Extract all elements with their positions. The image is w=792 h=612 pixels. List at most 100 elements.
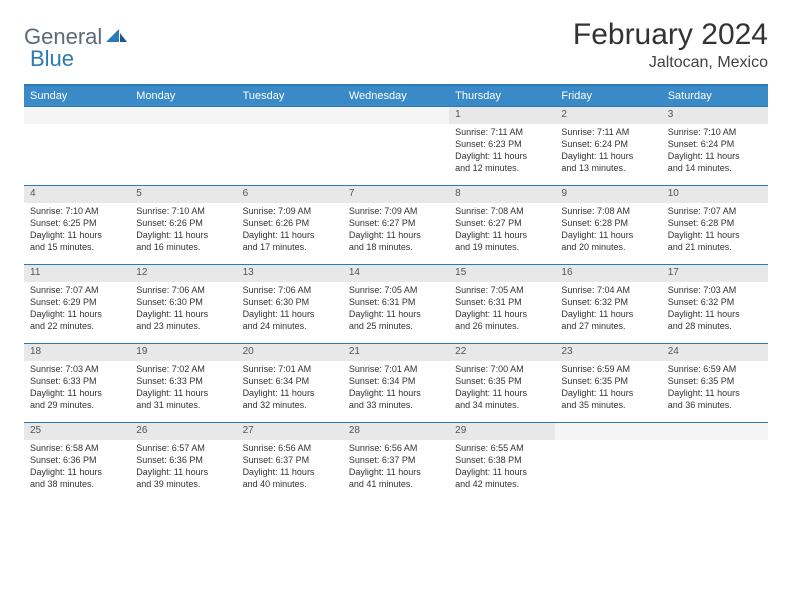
day-body: Sunrise: 7:10 AMSunset: 6:25 PMDaylight:… <box>24 203 130 261</box>
day-day2: and 19 minutes. <box>455 242 549 253</box>
day-sunset: Sunset: 6:29 PM <box>30 297 124 308</box>
day-sunrise: Sunrise: 7:07 AM <box>668 206 762 217</box>
day-body: Sunrise: 6:59 AMSunset: 6:35 PMDaylight:… <box>662 361 768 419</box>
day-day2: and 36 minutes. <box>668 400 762 411</box>
day-day2: and 41 minutes. <box>349 479 443 490</box>
day-sunset: Sunset: 6:34 PM <box>243 376 337 387</box>
day-number: 4 <box>24 186 130 203</box>
day-day1: Daylight: 11 hours <box>349 309 443 320</box>
day-body: Sunrise: 6:58 AMSunset: 6:36 PMDaylight:… <box>24 440 130 498</box>
day-number <box>343 107 449 124</box>
dow-cell: Monday <box>130 86 236 106</box>
day-body: Sunrise: 7:09 AMSunset: 6:27 PMDaylight:… <box>343 203 449 261</box>
day-number: 27 <box>237 423 343 440</box>
day-sunrise: Sunrise: 7:00 AM <box>455 364 549 375</box>
day-sunrise: Sunrise: 7:10 AM <box>668 127 762 138</box>
day-sunset: Sunset: 6:28 PM <box>668 218 762 229</box>
day-day1: Daylight: 11 hours <box>668 230 762 241</box>
day-cell: 14Sunrise: 7:05 AMSunset: 6:31 PMDayligh… <box>343 265 449 343</box>
day-body: Sunrise: 7:07 AMSunset: 6:28 PMDaylight:… <box>662 203 768 261</box>
day-body: Sunrise: 7:07 AMSunset: 6:29 PMDaylight:… <box>24 282 130 340</box>
day-body: Sunrise: 7:01 AMSunset: 6:34 PMDaylight:… <box>343 361 449 419</box>
day-day2: and 35 minutes. <box>561 400 655 411</box>
day-number: 6 <box>237 186 343 203</box>
day-body: Sunrise: 7:03 AMSunset: 6:32 PMDaylight:… <box>662 282 768 340</box>
day-number: 22 <box>449 344 555 361</box>
day-cell: 28Sunrise: 6:56 AMSunset: 6:37 PMDayligh… <box>343 423 449 501</box>
day-sunrise: Sunrise: 7:03 AM <box>668 285 762 296</box>
day-number: 2 <box>555 107 661 124</box>
day-number: 28 <box>343 423 449 440</box>
day-cell: 11Sunrise: 7:07 AMSunset: 6:29 PMDayligh… <box>24 265 130 343</box>
day-cell: 10Sunrise: 7:07 AMSunset: 6:28 PMDayligh… <box>662 186 768 264</box>
day-day2: and 21 minutes. <box>668 242 762 253</box>
weeks-container: 1Sunrise: 7:11 AMSunset: 6:23 PMDaylight… <box>24 106 768 501</box>
day-sunset: Sunset: 6:31 PM <box>349 297 443 308</box>
day-cell: 12Sunrise: 7:06 AMSunset: 6:30 PMDayligh… <box>130 265 236 343</box>
day-day2: and 33 minutes. <box>349 400 443 411</box>
day-body: Sunrise: 7:06 AMSunset: 6:30 PMDaylight:… <box>237 282 343 340</box>
day-sunset: Sunset: 6:30 PM <box>136 297 230 308</box>
logo-subtext: Blue <box>30 46 74 72</box>
day-body: Sunrise: 7:02 AMSunset: 6:33 PMDaylight:… <box>130 361 236 419</box>
day-cell: 6Sunrise: 7:09 AMSunset: 6:26 PMDaylight… <box>237 186 343 264</box>
day-number: 8 <box>449 186 555 203</box>
day-sunrise: Sunrise: 7:08 AM <box>455 206 549 217</box>
day-day1: Daylight: 11 hours <box>455 467 549 478</box>
day-sunrise: Sunrise: 6:59 AM <box>561 364 655 375</box>
day-number <box>237 107 343 124</box>
day-sunrise: Sunrise: 7:05 AM <box>455 285 549 296</box>
day-sunrise: Sunrise: 7:01 AM <box>243 364 337 375</box>
day-number: 5 <box>130 186 236 203</box>
day-sunrise: Sunrise: 6:55 AM <box>455 443 549 454</box>
day-number: 19 <box>130 344 236 361</box>
day-sunset: Sunset: 6:32 PM <box>561 297 655 308</box>
day-cell: 26Sunrise: 6:57 AMSunset: 6:36 PMDayligh… <box>130 423 236 501</box>
day-day2: and 42 minutes. <box>455 479 549 490</box>
day-number <box>555 423 661 440</box>
day-sunrise: Sunrise: 7:05 AM <box>349 285 443 296</box>
day-sunset: Sunset: 6:27 PM <box>349 218 443 229</box>
day-number: 21 <box>343 344 449 361</box>
week-row: 18Sunrise: 7:03 AMSunset: 6:33 PMDayligh… <box>24 343 768 422</box>
day-sunrise: Sunrise: 7:09 AM <box>243 206 337 217</box>
day-day2: and 25 minutes. <box>349 321 443 332</box>
day-sunset: Sunset: 6:24 PM <box>668 139 762 150</box>
day-number: 13 <box>237 265 343 282</box>
day-sunset: Sunset: 6:31 PM <box>455 297 549 308</box>
day-body: Sunrise: 7:04 AMSunset: 6:32 PMDaylight:… <box>555 282 661 340</box>
day-day1: Daylight: 11 hours <box>349 388 443 399</box>
day-day2: and 12 minutes. <box>455 163 549 174</box>
day-day2: and 29 minutes. <box>30 400 124 411</box>
dow-cell: Saturday <box>662 86 768 106</box>
day-number: 29 <box>449 423 555 440</box>
day-day1: Daylight: 11 hours <box>243 388 337 399</box>
day-sunset: Sunset: 6:25 PM <box>30 218 124 229</box>
day-body: Sunrise: 7:10 AMSunset: 6:26 PMDaylight:… <box>130 203 236 261</box>
dow-cell: Wednesday <box>343 86 449 106</box>
day-day1: Daylight: 11 hours <box>243 230 337 241</box>
day-sunset: Sunset: 6:33 PM <box>136 376 230 387</box>
day-sunset: Sunset: 6:28 PM <box>561 218 655 229</box>
day-cell: 7Sunrise: 7:09 AMSunset: 6:27 PMDaylight… <box>343 186 449 264</box>
day-number: 17 <box>662 265 768 282</box>
day-number: 24 <box>662 344 768 361</box>
day-sunset: Sunset: 6:33 PM <box>30 376 124 387</box>
location-label: Jaltocan, Mexico <box>573 54 768 72</box>
day-day2: and 17 minutes. <box>243 242 337 253</box>
day-cell: 27Sunrise: 6:56 AMSunset: 6:37 PMDayligh… <box>237 423 343 501</box>
day-sunset: Sunset: 6:35 PM <box>668 376 762 387</box>
day-day1: Daylight: 11 hours <box>455 151 549 162</box>
day-day2: and 24 minutes. <box>243 321 337 332</box>
day-sunrise: Sunrise: 7:08 AM <box>561 206 655 217</box>
day-sunset: Sunset: 6:24 PM <box>561 139 655 150</box>
day-body: Sunrise: 6:55 AMSunset: 6:38 PMDaylight:… <box>449 440 555 498</box>
day-cell: 23Sunrise: 6:59 AMSunset: 6:35 PMDayligh… <box>555 344 661 422</box>
day-day2: and 16 minutes. <box>136 242 230 253</box>
day-number <box>662 423 768 440</box>
day-day2: and 13 minutes. <box>561 163 655 174</box>
day-day1: Daylight: 11 hours <box>349 230 443 241</box>
month-title: February 2024 <box>573 18 768 52</box>
day-sunrise: Sunrise: 7:07 AM <box>30 285 124 296</box>
day-sunset: Sunset: 6:32 PM <box>668 297 762 308</box>
